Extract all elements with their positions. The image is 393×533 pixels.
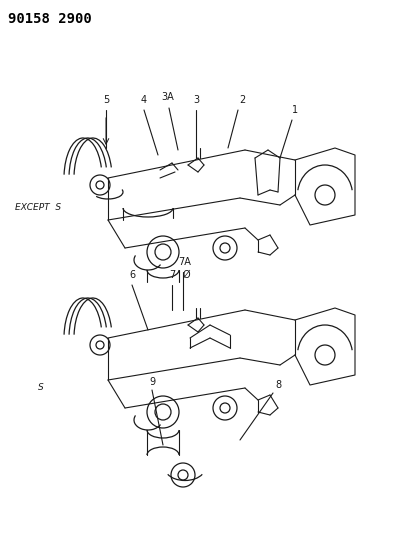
Text: 7A: 7A	[178, 257, 191, 267]
Text: 8: 8	[275, 380, 281, 390]
Text: 9: 9	[149, 377, 155, 387]
Text: 5: 5	[103, 95, 109, 105]
Text: 1: 1	[292, 105, 298, 115]
Text: 2: 2	[239, 95, 245, 105]
Circle shape	[96, 341, 104, 349]
Text: 3: 3	[193, 95, 199, 105]
Text: S: S	[38, 383, 44, 392]
Circle shape	[96, 181, 104, 189]
Text: 6: 6	[129, 270, 135, 280]
Text: Ø: Ø	[183, 270, 191, 280]
Text: EXCEPT  S: EXCEPT S	[15, 203, 61, 212]
Text: 4: 4	[141, 95, 147, 105]
Text: 7: 7	[169, 270, 175, 280]
Text: 90158 2900: 90158 2900	[8, 12, 92, 26]
Text: 3A: 3A	[162, 92, 174, 102]
